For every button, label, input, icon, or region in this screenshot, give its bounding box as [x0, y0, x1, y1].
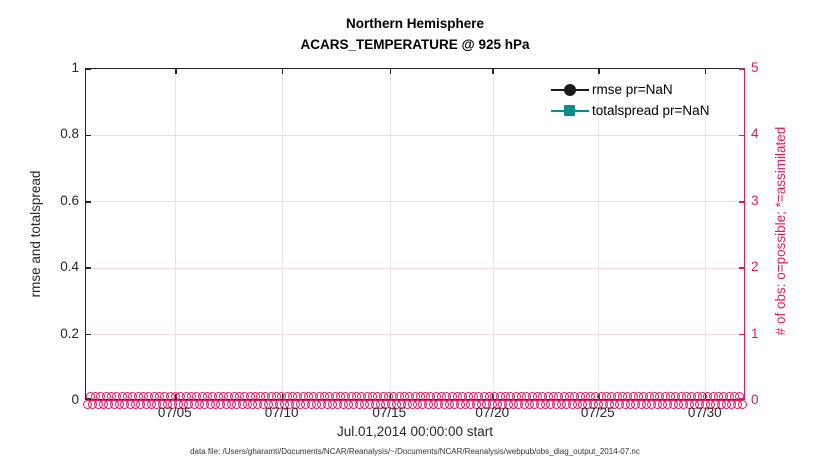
totalspread-line-sample: [551, 104, 589, 118]
y-tick-mark-right: [739, 333, 744, 336]
chart-title: Northern Hemisphere ACARS_TEMPERATURE @ …: [85, 13, 745, 55]
legend-item-rmse[interactable]: rmse pr=NaN: [551, 79, 709, 100]
y-gridline: [86, 267, 744, 269]
totalspread-square-marker-icon: [564, 105, 575, 116]
y-tick-mark-right: [739, 68, 744, 70]
x-tick-label: 07/30: [687, 405, 722, 420]
left-y-tick-label: 0.8: [60, 126, 79, 142]
y-tick-mark-right: [739, 134, 744, 137]
left-y-tick-label: 0.4: [60, 259, 79, 275]
y-tick-mark-right: [739, 201, 744, 203]
rmse-circle-marker-icon: [564, 83, 576, 96]
left-y-tick-label: 0: [71, 392, 79, 407]
left-y-tick-label: 0.6: [60, 192, 79, 208]
y-tick-mark-left: [86, 267, 91, 269]
x-gridline: [175, 69, 177, 399]
possible-obs-marker-band: [83, 392, 747, 410]
x-tick-label: 07/25: [580, 405, 615, 420]
x-tick-label: 07/20: [475, 405, 510, 420]
y-gridline: [86, 134, 744, 136]
legend-label-rmse: rmse pr=NaN: [592, 82, 673, 97]
left-y-tick-label: 1: [71, 60, 79, 75]
right-y-tick-label: 0: [751, 392, 759, 407]
x-tick-label: 07/05: [157, 405, 192, 420]
x-tick-label: 07/10: [264, 405, 299, 420]
rmse-line-sample: [551, 83, 589, 97]
legend-label-totalspread: totalspread pr=NaN: [592, 103, 710, 118]
right-y-tick-label: 3: [751, 192, 759, 208]
x-tick-mark-top: [492, 69, 494, 74]
left-y-tick-label: 0.2: [60, 325, 79, 341]
obs-count-marker: [737, 400, 747, 409]
legend-item-totalspread[interactable]: totalspread pr=NaN: [551, 100, 709, 121]
data-file-caption: data file: /Users/gharamti/Documents/NCA…: [190, 447, 640, 456]
right-y-tick-label: 4: [751, 126, 759, 142]
y-gridline: [86, 201, 744, 203]
right-y-axis-label: # of obs: o=possible; *=assimilated: [773, 126, 788, 336]
right-y-tick-label: 1: [751, 325, 759, 341]
x-tick-mark-top: [704, 69, 707, 74]
x-tick-mark-top: [175, 69, 177, 74]
y-tick-mark-left: [86, 68, 91, 70]
x-gridline: [705, 69, 707, 399]
plot-area: [85, 68, 745, 400]
legend: rmse pr=NaN totalspread pr=NaN: [551, 79, 709, 121]
title-line-1: Northern Hemisphere: [345, 16, 485, 31]
x-gridline: [598, 69, 600, 399]
y-tick-mark-right: [739, 267, 744, 269]
x-gridline: [389, 69, 391, 399]
x-gridline: [492, 69, 494, 399]
x-tick-label: 07/15: [372, 405, 407, 420]
x-axis-label: Jul.01,2014 00:00:00 start: [336, 424, 494, 439]
x-gridline: [282, 69, 284, 399]
y-tick-mark-left: [86, 134, 91, 137]
x-tick-mark-top: [598, 69, 600, 74]
y-tick-mark-left: [86, 333, 91, 336]
x-tick-mark-top: [281, 69, 284, 74]
right-y-tick-label: 5: [751, 60, 759, 75]
right-y-tick-label: 2: [751, 259, 759, 275]
x-tick-mark-top: [389, 69, 391, 74]
y-gridline: [86, 334, 744, 336]
y-tick-mark-left: [86, 201, 91, 203]
title-line-2: ACARS_TEMPERATURE @ 925 hPa: [300, 37, 530, 52]
